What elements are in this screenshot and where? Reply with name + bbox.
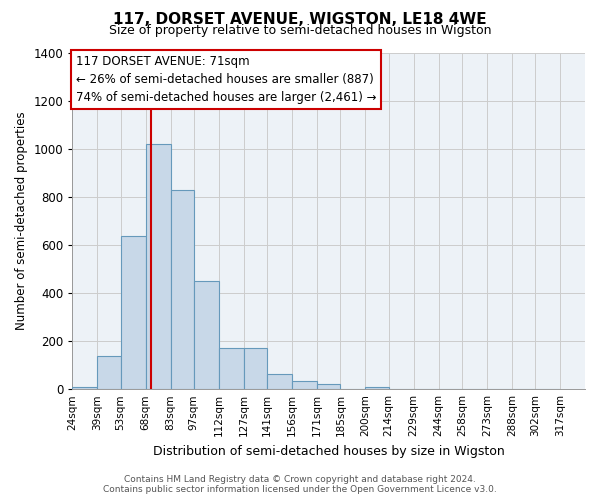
Bar [267,374,292,389]
Bar [121,236,146,389]
Text: 117 DORSET AVENUE: 71sqm
← 26% of semi-detached houses are smaller (887)
74% of : 117 DORSET AVENUE: 71sqm ← 26% of semi-d… [76,55,376,104]
Bar [244,348,267,389]
X-axis label: Distribution of semi-detached houses by size in Wigston: Distribution of semi-detached houses by … [153,444,505,458]
Text: Size of property relative to semi-detached houses in Wigston: Size of property relative to semi-detach… [109,24,491,37]
Bar [365,387,389,389]
Bar [194,281,219,389]
Bar [146,144,170,389]
Bar [73,387,97,389]
Bar [292,381,317,389]
Bar [97,356,121,389]
Bar [219,348,244,389]
Text: Contains HM Land Registry data © Crown copyright and database right 2024.
Contai: Contains HM Land Registry data © Crown c… [103,474,497,494]
Bar [317,384,340,389]
Bar [170,190,194,389]
Y-axis label: Number of semi-detached properties: Number of semi-detached properties [15,112,28,330]
Text: 117, DORSET AVENUE, WIGSTON, LE18 4WE: 117, DORSET AVENUE, WIGSTON, LE18 4WE [113,12,487,28]
